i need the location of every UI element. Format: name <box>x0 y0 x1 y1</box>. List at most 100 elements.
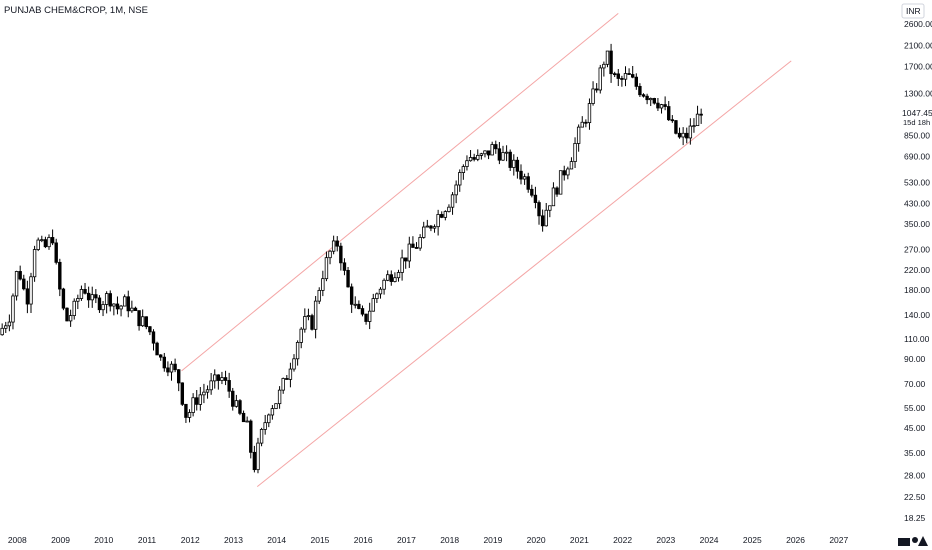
price-tick-label: 850.00 <box>904 131 930 141</box>
time-tick-label: 2027 <box>829 535 848 545</box>
price-axis[interactable]: 2600.00 2100.00 1700.00 1300.00 850.00 690.00… <box>904 19 932 523</box>
candle-down <box>151 331 156 344</box>
channel-line[interactable] <box>256 60 792 488</box>
price-tick-label: 1300.00 <box>904 88 932 98</box>
candle-down <box>108 293 112 307</box>
candle-down <box>641 94 646 97</box>
candle-up <box>274 403 278 409</box>
candle-down <box>526 176 530 190</box>
time-tick-label: 2024 <box>700 535 719 545</box>
candle-up <box>422 226 426 238</box>
candle-up <box>490 144 494 156</box>
candle-up <box>681 132 685 138</box>
candle-down <box>634 76 638 87</box>
price-badges: INR 1047.45 15d 18h <box>898 3 932 131</box>
candle-down <box>685 132 689 139</box>
candle-up <box>692 125 696 128</box>
candle-down <box>674 120 678 134</box>
candle-down <box>97 297 102 311</box>
candle-down <box>360 308 365 315</box>
candle-up <box>605 50 610 65</box>
candle-up <box>32 249 37 278</box>
candle-down <box>540 215 545 227</box>
candle-down <box>562 170 566 176</box>
last-price-badge <box>898 106 932 131</box>
candle-down <box>533 194 538 203</box>
candle-down <box>609 50 613 75</box>
candle-down <box>137 310 141 327</box>
candle-down <box>486 150 491 156</box>
candle-down <box>238 400 242 414</box>
channel-lines <box>181 12 792 488</box>
candle-up <box>566 168 570 176</box>
time-tick-label: 2012 <box>181 535 200 545</box>
candle-up <box>468 157 473 162</box>
candle-down <box>58 261 62 290</box>
candle-down <box>180 382 185 405</box>
candle-up <box>198 394 203 405</box>
candlestick-series <box>0 43 703 474</box>
candle-up <box>353 303 357 306</box>
price-tick-label: 55.00 <box>904 403 926 413</box>
candle-down <box>357 303 361 309</box>
candle-up <box>576 126 581 144</box>
candle-down <box>584 121 588 124</box>
candle-up <box>458 172 462 186</box>
candle-up <box>425 225 430 228</box>
candle-up <box>324 257 329 280</box>
candle-up <box>245 420 249 423</box>
candle-up <box>479 153 484 156</box>
candle-up <box>659 104 664 109</box>
candle-down <box>148 326 152 333</box>
candle-down <box>162 356 166 369</box>
candle-up <box>0 327 4 336</box>
candle-up <box>288 368 293 380</box>
candle-up <box>267 414 271 424</box>
candle-down <box>86 292 91 301</box>
candle-up <box>14 271 19 297</box>
candle-down <box>631 74 635 78</box>
candle-up <box>122 296 127 307</box>
candle-down <box>429 225 433 229</box>
candle-down <box>620 78 624 80</box>
candle-down <box>555 187 559 195</box>
candle-down <box>227 380 231 392</box>
candle-up <box>407 243 412 262</box>
candle-up <box>299 328 303 343</box>
time-axis[interactable]: 2008 2009 2010 2011 2012 2013 2014 2015 2016 2017… <box>8 535 849 545</box>
time-tick-label: 2009 <box>51 535 70 545</box>
candle-up <box>29 276 33 305</box>
price-tick-label: 22.50 <box>904 492 926 502</box>
candle-down <box>335 240 339 247</box>
price-tick-label: 270.00 <box>904 245 930 255</box>
candle-up <box>263 422 267 430</box>
price-tick-label: 90.00 <box>904 354 926 364</box>
time-tick-label: 2017 <box>397 535 416 545</box>
candle-up <box>476 155 480 160</box>
candle-up <box>591 88 595 104</box>
candle-down <box>144 316 148 328</box>
time-tick-label: 2016 <box>354 535 373 545</box>
candle-up <box>378 288 383 295</box>
price-tick-label: 70.00 <box>904 379 926 389</box>
candle-up <box>205 389 210 393</box>
candle-down <box>285 378 289 380</box>
tradingview-logo-icon[interactable] <box>898 536 928 546</box>
candle-up <box>551 187 556 207</box>
currency-badge-box[interactable] <box>901 3 925 19</box>
candle-up <box>47 237 51 248</box>
candle-up <box>450 194 455 208</box>
candle-down <box>339 245 343 264</box>
channel-line[interactable] <box>181 12 619 372</box>
candle-up <box>393 277 397 282</box>
time-tick-label: 2014 <box>267 535 286 545</box>
price-tick-label: 140.00 <box>904 310 930 320</box>
candle-down <box>115 303 120 310</box>
candle-up <box>328 250 332 259</box>
candle-down <box>173 363 177 371</box>
candle-down <box>223 377 228 381</box>
time-tick-label: 2013 <box>224 535 243 545</box>
candle-down <box>25 288 30 305</box>
candle-down <box>699 113 703 116</box>
